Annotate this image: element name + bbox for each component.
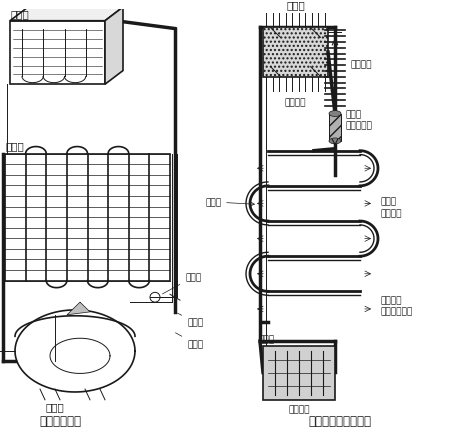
Text: 回气管: 回气管 [178, 313, 203, 327]
Text: 过滤器: 过滤器 [345, 110, 361, 119]
Text: 冷凝器: 冷凝器 [380, 197, 396, 206]
Text: 工艺口: 工艺口 [175, 333, 203, 348]
Text: （放热）: （放热） [380, 209, 401, 217]
Polygon shape [10, 8, 123, 22]
Text: （压缩）: （压缩） [288, 404, 310, 414]
Text: （吸热）: （吸热） [285, 99, 306, 108]
Ellipse shape [329, 138, 341, 145]
Text: 液态制冷剂: 液态制冷剂 [345, 121, 372, 130]
Bar [263, 27, 328, 78]
Bar [263, 346, 335, 400]
Text: 回气管: 回气管 [205, 198, 254, 207]
Bar [5, 154, 170, 281]
Text: 蒸发器: 蒸发器 [10, 9, 29, 19]
Text: 制冷系统内循环变化: 制冷系统内循环变化 [308, 414, 372, 427]
Ellipse shape [329, 112, 341, 117]
Text: 压缩机: 压缩机 [45, 401, 64, 411]
Text: 毛细管: 毛细管 [162, 273, 201, 294]
Text: 压缩机: 压缩机 [258, 335, 274, 343]
Text: 的气态制冷剂: 的气态制冷剂 [380, 307, 412, 316]
Text: 蒸发器: 蒸发器 [286, 0, 305, 10]
Polygon shape [105, 8, 123, 85]
Text: 制冷系统外观: 制冷系统外观 [39, 414, 81, 427]
Polygon shape [67, 302, 90, 315]
Text: （节流）: （节流） [350, 60, 372, 69]
Bar [329, 114, 341, 141]
Text: 高温高压: 高温高压 [380, 296, 401, 304]
Text: 冷凝器: 冷凝器 [5, 141, 24, 151]
